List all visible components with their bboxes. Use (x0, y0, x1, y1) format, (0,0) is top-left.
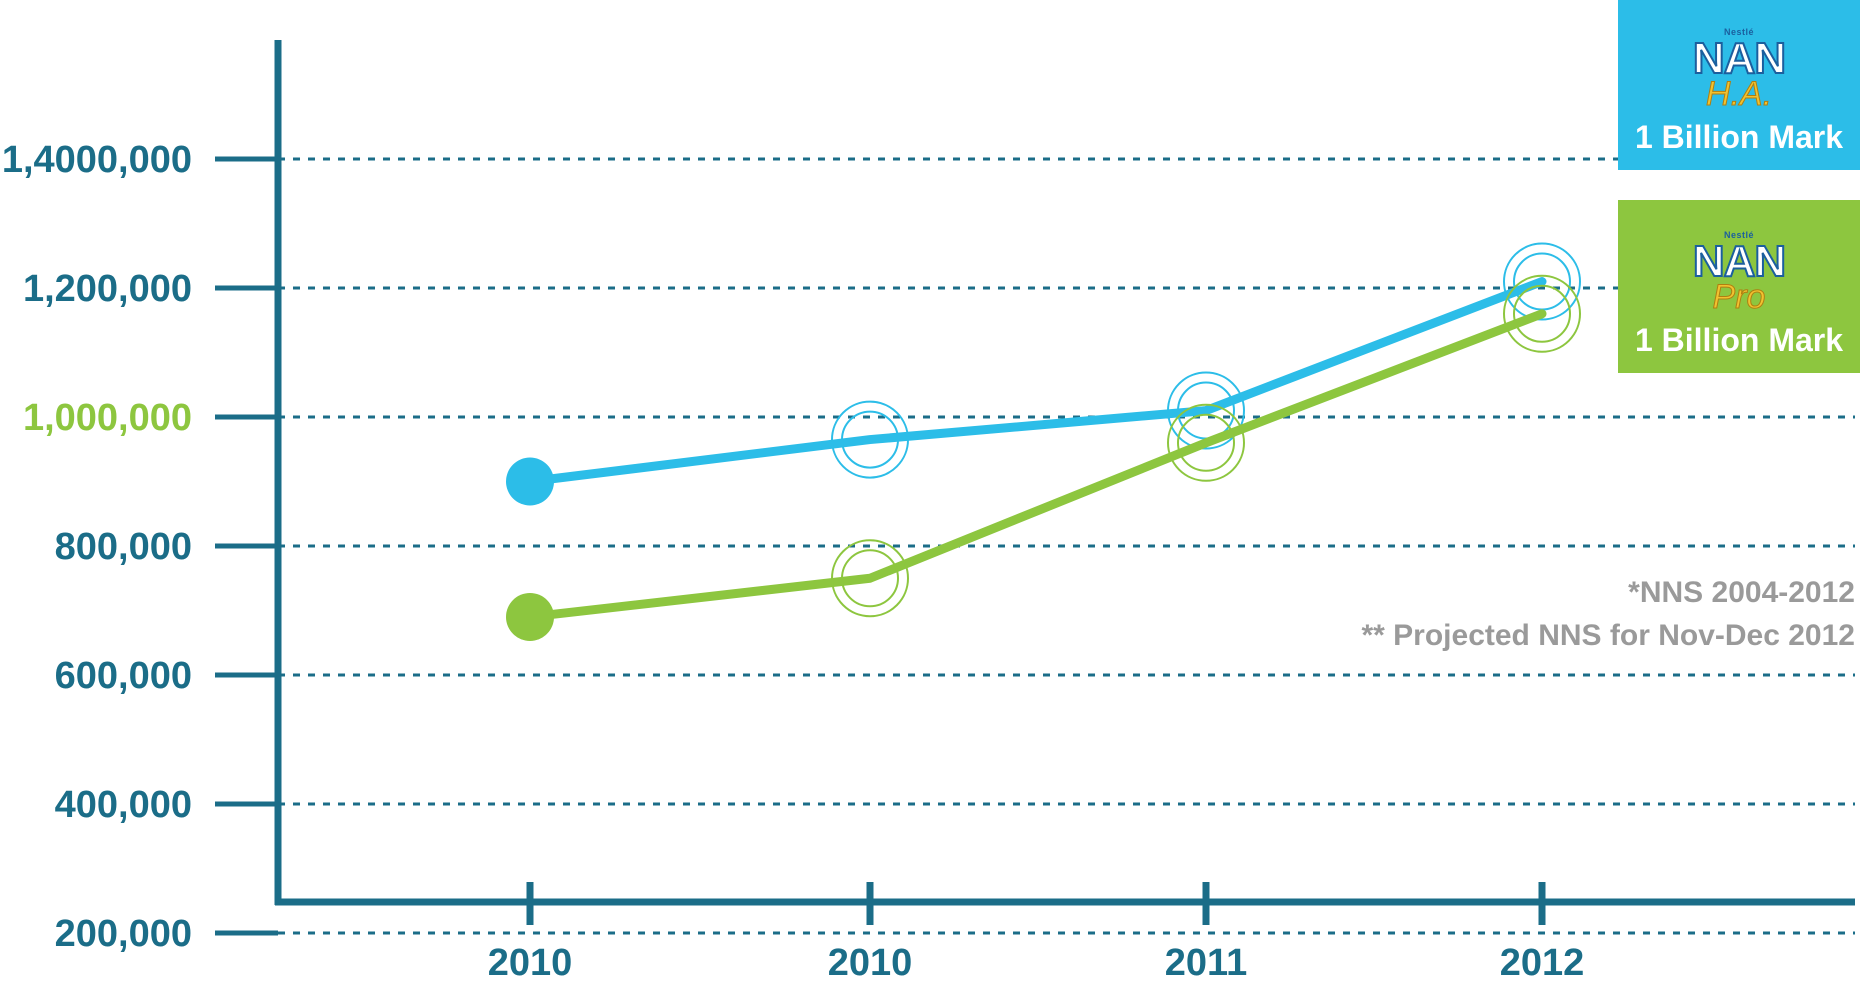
x-tick-label: 2010 (488, 942, 573, 981)
data-point (506, 457, 554, 506)
pro-logo-text: Pro (1712, 278, 1766, 316)
nestle-brand-text: Nestlé (1723, 230, 1754, 240)
data-point-ring-outer (1167, 371, 1245, 450)
x-tick-label: 2010 (828, 942, 913, 981)
legend-item-nan-pro: Nestlé NAN Pro 1 Billion Mark (1618, 200, 1860, 373)
data-point-ring-outer (1167, 403, 1245, 482)
nan-pro-logo: Nestlé NAN Pro (1692, 230, 1787, 316)
data-point-ring-outer (831, 400, 909, 479)
axes (274, 40, 1855, 906)
nan-logo-text: NAN (1692, 237, 1787, 286)
nan-ha-logo: Nestlé NAN H.A. (1692, 27, 1787, 113)
series-line-0 (525, 277, 1547, 486)
data-point-ring-inner (1513, 284, 1571, 343)
note-projection: ** Projected NNS for Nov-Dec 2012 (1361, 619, 1855, 652)
data-point-ring-inner (841, 549, 899, 608)
legend-item-nan-ha: Nestlé NAN H.A. 1 Billion Mark (1618, 0, 1860, 170)
note-source: *NNS 2004-2012 (1628, 576, 1855, 609)
legend-label-nan-ha: 1 Billion Mark (1634, 119, 1844, 155)
x-axis-ticks: 2010 2010 2011 2012 (488, 882, 1585, 981)
chart-notes: *NNS 2004-2012 ** Projected NNS for Nov-… (1361, 576, 1855, 652)
x-tick-label: 2011 (1165, 942, 1247, 981)
series-line-1 (525, 309, 1547, 622)
ha-logo-text: H.A. (1705, 75, 1773, 113)
x-tick-label: 2012 (1500, 942, 1585, 981)
data-point-ring-outer (831, 539, 909, 618)
nan-logo-text: NAN (1692, 34, 1787, 83)
y-tick-label: 600,000 (55, 655, 192, 697)
data-point-ring-outer (1503, 242, 1581, 321)
y-tick-label: 1,200,000 (23, 268, 192, 310)
y-tick-label: 400,000 (55, 784, 192, 826)
data-point (506, 592, 554, 641)
data-point-ring-inner (1177, 413, 1235, 472)
grid-lines (215, 156, 1855, 936)
nestle-brand-text: Nestlé (1723, 27, 1754, 37)
series-lines (506, 242, 1581, 641)
y-tick-label: 1,4000,000 (2, 139, 192, 181)
y-axis-ticks: 200,000 400,000 600,000 800,000 1,000,000 1,2… (2, 139, 192, 955)
y-tick-label: 200,000 (55, 913, 192, 955)
legend-label-nan-pro: 1 Billion Mark (1634, 322, 1844, 358)
data-point-ring-inner (841, 410, 899, 469)
y-tick-label: 800,000 (55, 526, 192, 568)
data-point-ring-outer (1503, 274, 1581, 353)
y-tick-label: 1,000,000 (23, 397, 192, 439)
